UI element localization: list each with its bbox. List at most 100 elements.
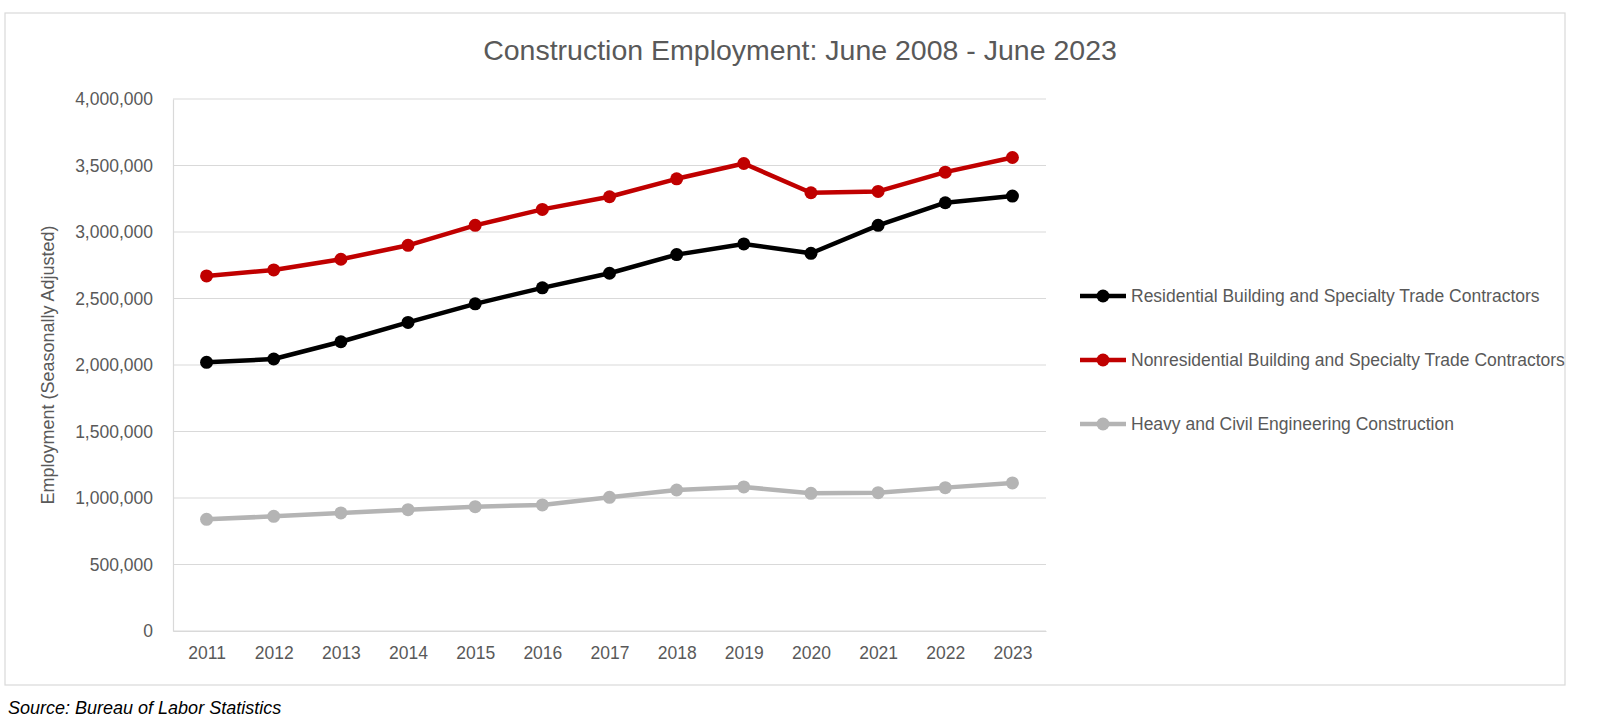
- series-marker: [402, 239, 415, 252]
- series-marker: [402, 316, 415, 329]
- y-tick-label: 0: [143, 621, 153, 641]
- series-marker: [469, 500, 482, 513]
- legend-item: Residential Building and Specialty Trade…: [1080, 286, 1540, 306]
- series-marker: [334, 335, 347, 348]
- series-line: [207, 196, 1013, 362]
- y-tick-label: 1,500,000: [75, 422, 153, 442]
- series-marker: [804, 487, 817, 500]
- series: [200, 151, 1019, 282]
- series-marker: [536, 498, 549, 511]
- series-line: [207, 483, 1013, 519]
- y-axis: 0500,0001,000,0001,500,0002,000,0002,500…: [75, 89, 173, 641]
- x-tick: 2023: [993, 631, 1032, 663]
- series-marker: [737, 480, 750, 493]
- legend-marker: [1097, 290, 1110, 303]
- grid-line: [173, 364, 1046, 365]
- y-tick: 3,000,000: [75, 222, 173, 242]
- x-tick: 2016: [523, 631, 562, 663]
- x-axis: 2011 2012 2013 2014 2015 2016 2017 2018 2019 2020…: [174, 631, 1047, 663]
- series-marker: [267, 510, 280, 523]
- y-tick: 2,500,000: [75, 289, 173, 309]
- series-marker: [804, 186, 817, 199]
- y-axis-title: Employment (Seasonally Adjusted): [38, 225, 58, 504]
- series-marker: [200, 269, 213, 282]
- x-tick: 2014: [389, 631, 428, 663]
- y-tick: 4,000,000: [75, 89, 173, 109]
- series-marker: [737, 237, 750, 250]
- x-tick-label: 2018: [658, 643, 697, 663]
- x-tick: 2022: [926, 631, 965, 663]
- chart-frame: [5, 13, 1565, 685]
- legend: Residential Building and Specialty Trade…: [1080, 286, 1565, 434]
- y-axis-line: [173, 100, 174, 632]
- grid-line: [173, 165, 1046, 166]
- series-marker: [939, 166, 952, 179]
- source-note: Source: Bureau of Labor Statistics: [8, 698, 281, 718]
- legend-item: Heavy and Civil Engineering Construction: [1080, 414, 1454, 434]
- grid-line: [173, 431, 1046, 432]
- series-marker: [334, 506, 347, 519]
- series-line: [207, 158, 1013, 276]
- x-tick: 2012: [255, 631, 294, 663]
- series-marker: [804, 247, 817, 260]
- chart: 0500,0001,000,0001,500,0002,000,0002,500…: [0, 0, 1600, 724]
- series-marker: [1006, 151, 1019, 164]
- x-tick: 2020: [792, 631, 831, 663]
- series-marker: [469, 219, 482, 232]
- series-marker: [872, 185, 885, 198]
- legend-label: Residential Building and Specialty Trade…: [1131, 286, 1540, 306]
- x-tick-label: 2015: [456, 643, 495, 663]
- series-marker: [1006, 190, 1019, 203]
- series-marker: [939, 196, 952, 209]
- series: [200, 476, 1019, 525]
- series-marker: [872, 219, 885, 232]
- series-marker: [200, 356, 213, 369]
- series-marker: [469, 297, 482, 310]
- y-tick: 1,500,000: [75, 422, 173, 442]
- y-tick-label: 2,500,000: [75, 289, 153, 309]
- series-marker: [200, 513, 213, 526]
- series-marker: [737, 157, 750, 170]
- x-tick: 2018: [658, 631, 697, 663]
- legend-label: Heavy and Civil Engineering Construction: [1131, 414, 1454, 434]
- y-tick-label: 1,000,000: [75, 488, 153, 508]
- series-marker: [670, 248, 683, 261]
- series-marker: [603, 190, 616, 203]
- plot-area: [200, 151, 1019, 526]
- y-tick: 0: [143, 621, 173, 641]
- series-marker: [334, 253, 347, 266]
- x-tick-label: 2017: [591, 643, 630, 663]
- grid-line: [173, 564, 1046, 565]
- series-marker: [1006, 476, 1019, 489]
- legend-label: Nonresidential Building and Specialty Tr…: [1131, 350, 1565, 370]
- series-marker: [670, 172, 683, 185]
- y-tick: 3,500,000: [75, 156, 173, 176]
- x-tick: 2019: [725, 631, 764, 663]
- legend-marker: [1097, 418, 1110, 431]
- x-tick: 2017: [591, 631, 630, 663]
- x-tick-label: 2011: [188, 643, 226, 663]
- x-tick-label: 2019: [725, 643, 764, 663]
- chart-title: Construction Employment: June 2008 - Jun…: [483, 34, 1117, 66]
- series-marker: [939, 481, 952, 494]
- y-tick-label: 3,500,000: [75, 156, 153, 176]
- x-tick-label: 2016: [523, 643, 562, 663]
- x-tick-label: 2022: [926, 643, 965, 663]
- series: [200, 190, 1019, 369]
- x-tick: 2011: [188, 631, 226, 663]
- x-axis-line: [174, 631, 1047, 632]
- x-tick-label: 2023: [993, 643, 1032, 663]
- legend-item: Nonresidential Building and Specialty Tr…: [1080, 350, 1565, 370]
- legend-marker: [1097, 354, 1110, 367]
- x-tick-label: 2014: [389, 643, 428, 663]
- x-tick: 2013: [322, 631, 361, 663]
- grid: [173, 99, 1046, 631]
- y-tick-label: 500,000: [90, 555, 154, 575]
- series-marker: [536, 203, 549, 216]
- x-tick: 2015: [456, 631, 495, 663]
- x-tick: 2021: [859, 631, 898, 663]
- grid-line: [173, 98, 1046, 99]
- grid-line: [173, 630, 1046, 631]
- y-tick: 500,000: [90, 555, 173, 575]
- series-marker: [267, 263, 280, 276]
